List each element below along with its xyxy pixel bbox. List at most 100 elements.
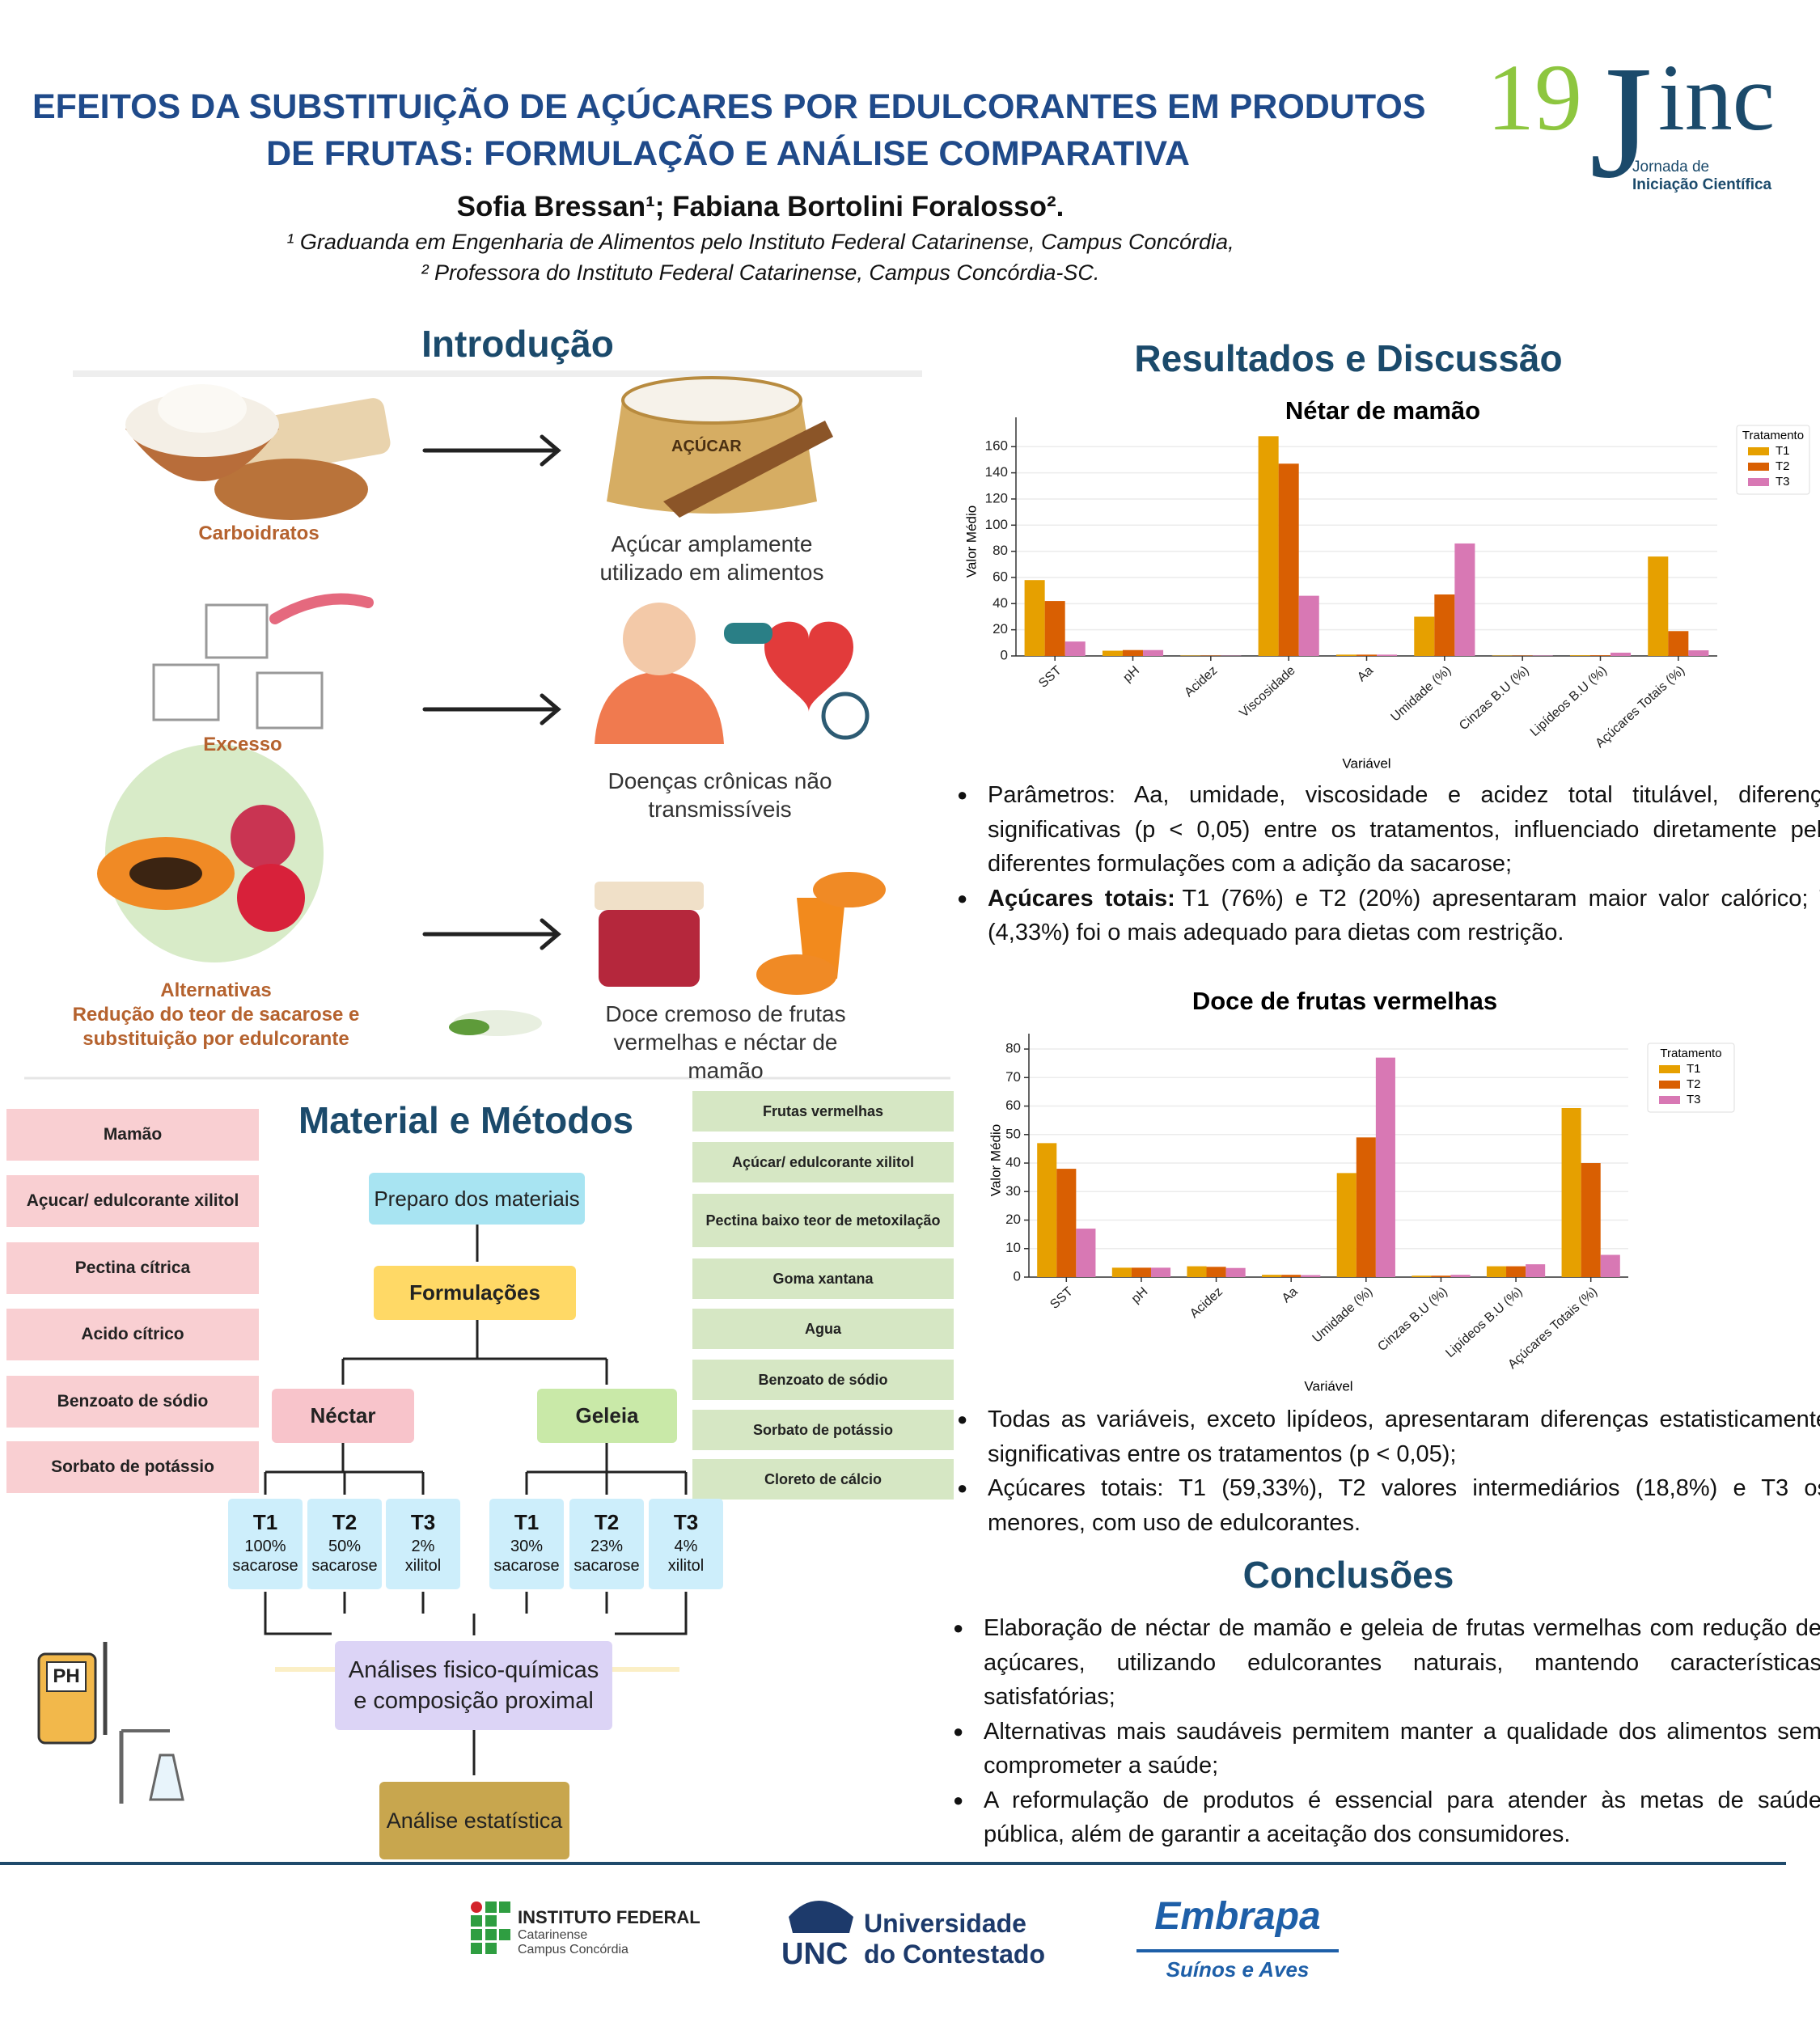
intro-caption: mamão xyxy=(688,1058,764,1083)
bar xyxy=(1262,1275,1282,1277)
arrow xyxy=(422,434,561,467)
y-tick-label: 60 xyxy=(993,569,1008,584)
bullet-text: A reformulação de produtos é essencial p… xyxy=(984,1787,1820,1848)
papaya-seeds xyxy=(129,857,202,890)
flow-step: Néctar xyxy=(272,1389,414,1443)
bar xyxy=(1298,595,1319,656)
treatment-detail: 100% xyxy=(244,1538,286,1555)
bullet: Parâmetros: Aa, umidade, viscosidade e a… xyxy=(957,778,1820,882)
bar xyxy=(1258,436,1279,656)
legend-swatch xyxy=(1659,1096,1680,1104)
y-tick-label: 30 xyxy=(1005,1183,1021,1199)
gauge xyxy=(821,692,870,740)
section-heading: Material e Métodos xyxy=(298,1099,634,1141)
sugar-cube xyxy=(256,671,324,730)
y-tick-label: 140 xyxy=(985,464,1008,480)
y-tick-label: 60 xyxy=(1005,1098,1021,1113)
legend-box xyxy=(1736,425,1810,495)
sugar-bag-rim xyxy=(621,376,802,425)
chart: Nétar de mamão 0 20 40 60 80 100 120 140 160 SST pH… xyxy=(963,396,1810,771)
raspberry xyxy=(231,805,295,869)
bar xyxy=(1206,1267,1226,1277)
legend-swatch xyxy=(1659,1081,1680,1089)
treatment-detail: xilitol xyxy=(667,1557,705,1575)
if-square xyxy=(471,1929,482,1940)
x-tick-label: SST xyxy=(1048,1284,1076,1312)
if-square xyxy=(499,1929,510,1940)
sugar-cube xyxy=(205,603,269,659)
footer-text: INSTITUTO FEDERAL xyxy=(518,1907,700,1927)
intro-caption: vermelhas e néctar de xyxy=(613,1030,838,1055)
bar xyxy=(1414,616,1435,656)
y-tick-label: 80 xyxy=(1005,1041,1021,1056)
bar xyxy=(1581,1163,1601,1277)
y-axis-label: Valor Médio xyxy=(988,1124,1003,1196)
treatment-name: T1 xyxy=(252,1510,278,1534)
ingredient: Cloreto de cálcio xyxy=(692,1459,954,1500)
y-axis-label: Valor Médio xyxy=(963,506,979,577)
bullet-text: Parâmetros: Aa, umidade, viscosidade e a… xyxy=(988,782,1820,877)
person-body xyxy=(595,671,724,744)
treatment-name: T2 xyxy=(332,1510,358,1534)
connector xyxy=(615,1592,688,1635)
spoon xyxy=(269,593,374,624)
legend-box xyxy=(1647,1043,1735,1113)
intro-caption: Doce cremoso de frutas xyxy=(605,1001,846,1026)
legend-label: T3 xyxy=(1776,475,1790,489)
leaf xyxy=(449,1019,489,1035)
connector xyxy=(264,1592,332,1635)
papaya-slice xyxy=(813,872,886,907)
bar xyxy=(1024,580,1045,656)
y-tick-label: 80 xyxy=(993,543,1008,558)
treatment-detail: sacarose xyxy=(574,1557,640,1575)
x-tick-label: Acidez xyxy=(1182,663,1220,700)
intro-caption: transmissíveis xyxy=(648,797,792,822)
intro-label: substituição por edulcorante xyxy=(83,1028,349,1050)
x-tick-label: Umidade (%) xyxy=(1310,1284,1376,1345)
intro-label: Carboidratos xyxy=(198,522,320,544)
bullet: Elaboração de néctar de mamão e geleia d… xyxy=(953,1611,1820,1715)
treatment-detail: 30% xyxy=(510,1538,544,1555)
legend-label: T2 xyxy=(1776,459,1790,473)
intro-label: Redução do teor de sacarose e xyxy=(72,1004,360,1026)
arrow xyxy=(422,918,561,950)
if-square xyxy=(485,1901,497,1913)
x-tick-label: Aa xyxy=(1355,663,1376,684)
bullet-text: Açúcares totais: T1 (59,33%), T2 valores… xyxy=(988,1475,1820,1536)
bar xyxy=(1431,1275,1451,1277)
treatment: T3 4% xilitol xyxy=(649,1499,723,1589)
shadow-bar xyxy=(73,370,922,377)
bar xyxy=(1056,1169,1077,1277)
y-tick-label: 20 xyxy=(993,621,1008,637)
title: DE FRUTAS: FORMULAÇÃO E ANÁLISE COMPARAT… xyxy=(266,134,1190,173)
x-axis-label: Variável xyxy=(1342,755,1390,771)
bar xyxy=(1356,654,1378,656)
bar xyxy=(1454,543,1475,656)
treatment-detail: sacarose xyxy=(232,1557,298,1575)
bar xyxy=(1102,650,1123,656)
treatment-name: T2 xyxy=(594,1510,620,1534)
title: EFEITOS DA SUBSTITUIÇÃO DE AÇÚCARES POR … xyxy=(32,87,1426,126)
bar xyxy=(1688,650,1709,656)
ingredient: Benzoato de sódio xyxy=(692,1360,954,1400)
bar xyxy=(1301,1275,1321,1277)
bar xyxy=(1486,1266,1507,1277)
section-heading: Conclusões xyxy=(1242,1554,1454,1596)
bullet-text: Alternativas mais saudáveis permitem man… xyxy=(984,1718,1820,1779)
bread-slice xyxy=(240,398,391,476)
x-tick-label: SST xyxy=(1036,663,1064,691)
flow-step: Preparo dos materiais xyxy=(369,1173,585,1225)
ph-label: PH xyxy=(53,1665,79,1687)
bar xyxy=(1668,631,1689,656)
treatment-name: T3 xyxy=(673,1510,699,1534)
flask xyxy=(149,1753,184,1801)
legend-title: Tratamento xyxy=(1742,429,1804,442)
footer-text: do Contestado xyxy=(864,1940,1045,1969)
x-tick-label: Cinzas B.U (%) xyxy=(1375,1284,1450,1354)
bullet-text: T1 (76%) e T2 (20%) apresentaram maior v… xyxy=(988,885,1820,946)
flow-step: Geleia xyxy=(537,1389,677,1443)
flow-step: Análise estatística xyxy=(379,1782,569,1859)
chart: Doce de frutas vermelhas 0 10 20 30 40 50 60 70 8… xyxy=(988,987,1735,1394)
